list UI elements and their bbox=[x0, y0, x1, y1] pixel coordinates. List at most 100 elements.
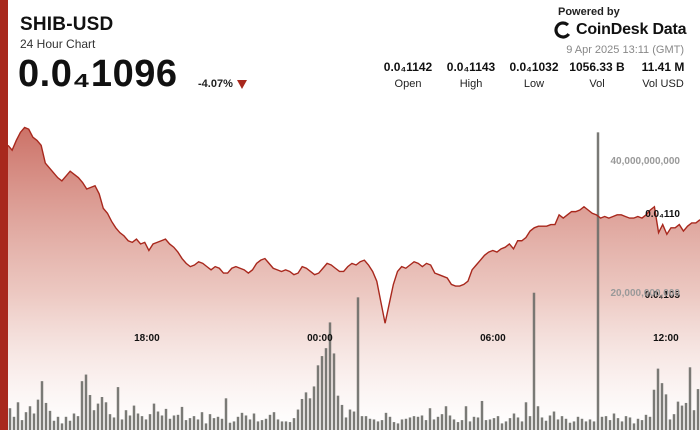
volume-bar bbox=[536, 406, 540, 430]
volume-bar bbox=[584, 421, 588, 430]
volume-bar bbox=[540, 417, 544, 430]
volume-bar bbox=[124, 410, 128, 430]
stat-high-label: High bbox=[459, 78, 483, 90]
stat-open: 0.0₄1142 Open bbox=[378, 60, 438, 90]
volume-bar bbox=[408, 417, 412, 430]
volume-bar bbox=[136, 413, 140, 430]
volume-bar bbox=[600, 416, 604, 430]
volume-bar bbox=[168, 418, 172, 430]
volume-bar bbox=[104, 402, 108, 430]
volume-bar bbox=[348, 409, 352, 430]
volume-bar bbox=[12, 416, 16, 430]
volume-bar bbox=[196, 419, 200, 430]
volume-bar bbox=[40, 381, 44, 430]
volume-bar bbox=[308, 398, 312, 430]
volume-bar bbox=[276, 419, 280, 430]
volume-bar bbox=[100, 397, 104, 430]
volume-bar bbox=[364, 416, 368, 430]
volume-bar bbox=[604, 416, 608, 430]
volume-bar bbox=[44, 402, 48, 430]
volume-bar bbox=[272, 412, 276, 430]
volume-bar bbox=[448, 415, 452, 430]
volume-bar bbox=[516, 417, 520, 430]
volume-bar bbox=[376, 421, 380, 430]
volume-bar bbox=[616, 418, 620, 430]
volume-bar bbox=[608, 420, 612, 430]
stat-open-label: Open bbox=[394, 78, 422, 90]
volume-bar bbox=[60, 423, 64, 430]
time-tick-label: 06:00 bbox=[480, 333, 506, 344]
volume-bar bbox=[400, 419, 404, 430]
chart-subtitle: 24 Hour Chart bbox=[20, 37, 96, 51]
volume-bar bbox=[692, 410, 696, 430]
volume-bar bbox=[316, 365, 320, 430]
volume-bar bbox=[256, 421, 260, 430]
volume-bar bbox=[696, 389, 700, 430]
volume-bar bbox=[532, 292, 536, 430]
volume-bar bbox=[572, 421, 576, 430]
volume-bar bbox=[184, 420, 188, 430]
volume-bar bbox=[352, 411, 356, 430]
volume-bar bbox=[220, 418, 224, 430]
volume-bar bbox=[192, 416, 196, 430]
volume-bar bbox=[404, 418, 408, 430]
price-tick-label: 0.0₄105 bbox=[645, 290, 681, 301]
volume-bar bbox=[200, 412, 204, 430]
volume-bar bbox=[288, 422, 292, 430]
volume-bar bbox=[620, 421, 624, 430]
volume-bar bbox=[284, 421, 288, 430]
volume-bar bbox=[356, 297, 360, 430]
volume-bar bbox=[204, 423, 208, 430]
volume-bar bbox=[36, 399, 40, 430]
volume-bar bbox=[504, 421, 508, 430]
coindesk-logo-icon bbox=[554, 21, 572, 39]
volume-bar bbox=[120, 419, 124, 430]
volume-bar bbox=[424, 420, 428, 430]
volume-bar bbox=[544, 420, 548, 430]
volume-bar bbox=[148, 414, 152, 430]
volume-bar bbox=[520, 421, 524, 430]
volume-bar bbox=[268, 414, 272, 430]
brand[interactable]: Powered by CoinDesk Data bbox=[554, 6, 694, 39]
volume-bar bbox=[52, 420, 56, 430]
volume-bar bbox=[208, 414, 212, 430]
volume-bar bbox=[412, 416, 416, 430]
volume-bar bbox=[556, 419, 560, 430]
volume-bar bbox=[388, 416, 392, 430]
volume-bar bbox=[416, 416, 420, 430]
volume-bar bbox=[548, 415, 552, 430]
volume-bar bbox=[680, 405, 684, 430]
volume-bar bbox=[216, 416, 220, 430]
time-tick-label: 00:00 bbox=[307, 333, 333, 344]
volume-bar bbox=[232, 421, 236, 430]
volume-bar bbox=[304, 392, 308, 430]
stat-low-value: 0.0₄1032 bbox=[509, 60, 559, 74]
volume-bar bbox=[108, 414, 112, 430]
volume-bar bbox=[488, 419, 492, 430]
volume-bar bbox=[24, 412, 28, 430]
volume-bar bbox=[132, 405, 136, 430]
volume-bar bbox=[32, 413, 36, 430]
stat-volusd: 11.41 M Vol USD bbox=[632, 60, 694, 90]
volume-tick-label: 20,000,000,000 bbox=[610, 288, 680, 299]
volume-bar bbox=[336, 395, 340, 430]
volume-bar bbox=[244, 415, 248, 430]
volume-bar bbox=[264, 418, 268, 430]
volume-bar bbox=[396, 423, 400, 430]
volume-bar bbox=[636, 418, 640, 430]
volume-bar bbox=[116, 387, 120, 430]
volume-bar bbox=[252, 413, 256, 430]
volume-bar bbox=[632, 423, 636, 430]
timestamp: 9 Apr 2025 13:11 (GMT) bbox=[566, 44, 684, 56]
volume-bar bbox=[76, 416, 80, 430]
volume-bar bbox=[280, 421, 284, 430]
volume-bar bbox=[228, 422, 232, 430]
volume-bar bbox=[176, 414, 180, 430]
volume-bar bbox=[172, 415, 176, 430]
volume-bar bbox=[140, 416, 144, 430]
volume-bar bbox=[328, 322, 332, 430]
stat-vol-label: Vol bbox=[589, 78, 605, 90]
volume-bar bbox=[664, 394, 668, 430]
volume-bar bbox=[624, 416, 628, 430]
volume-bar bbox=[296, 409, 300, 430]
